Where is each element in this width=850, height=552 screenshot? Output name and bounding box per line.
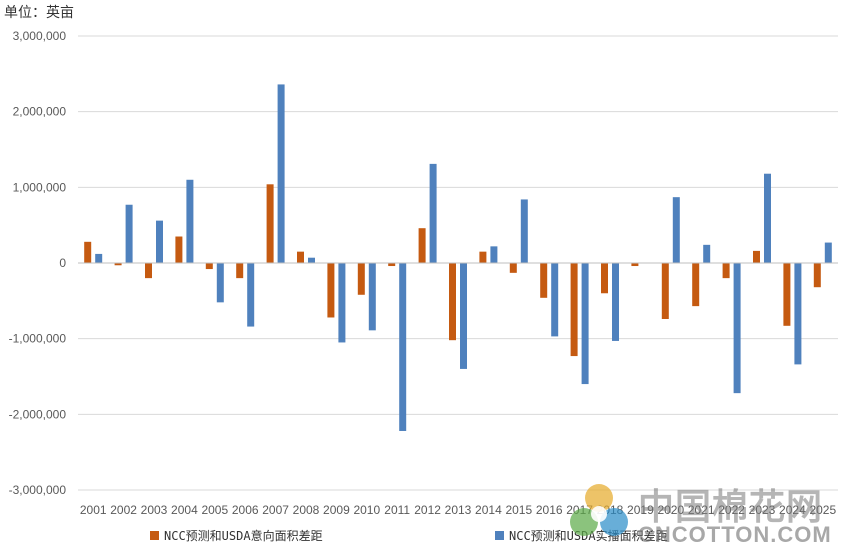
x-tick-label: 2019 [627,503,654,517]
bar-series-1-2025 [813,263,821,288]
x-tick-label: 2015 [505,503,532,517]
bar-series-1-2006 [236,263,244,279]
bar-series-2-2008 [308,257,315,263]
bar-series-2-2006 [247,263,255,327]
bar-series-1-2012 [418,228,426,263]
x-tick-label: 2007 [262,503,289,517]
bar-series-1-2004 [175,236,183,263]
x-tick-label: 2011 [384,503,410,517]
bar-series-2-2009 [338,263,346,343]
bar-series-1-2015 [509,263,517,273]
legend-item-series-1: NCC预测和USDA意向面积差距 [150,527,323,544]
bar-series-1-2018 [601,263,608,294]
bar-series-2-2017 [581,263,589,385]
y-tick-labels: 3,000,000 2,000,000 1,000,000 0 -1,000,000 -2… [9,29,67,497]
legend-label-series-1: NCC预测和USDA意向面积差距 [164,529,323,543]
y-tick-label: 1,000,000 [13,180,67,194]
bar-series-1-2016 [540,263,548,298]
watermark-text-cn: 中国棉花网 [638,487,824,528]
bar-series-1-2007 [266,184,274,263]
bar-series-2-2022 [733,263,741,394]
bar-series-1-2020 [661,263,669,319]
bar-series-2-2001 [95,253,103,263]
x-tick-label: 2023 [749,503,776,517]
bar-series-2-2016 [551,263,559,337]
y-tick-label: -3,000,000 [9,483,67,497]
bar-series-2-2007 [277,84,285,263]
y-tick-label: 2,000,000 [13,105,67,119]
x-tick-label: 2014 [475,503,502,517]
bar-series-1-2013 [449,263,456,341]
x-tick-label: 2006 [232,503,259,517]
bar-series-1-2019 [631,263,639,267]
watermark-text-en: CNCOTTON.COM [638,522,832,547]
bar-series-2-2012 [429,163,437,263]
x-tick-label: 2021 [688,503,715,517]
bar-series-1-2023 [753,250,760,263]
bar-series-2-2002 [125,204,133,263]
x-tick-label: 2005 [201,503,228,517]
bar-series-2-2011 [399,263,407,431]
bar-series-1-2002 [114,263,122,266]
x-tick-label: 2008 [293,503,320,517]
bar-series-1-2008 [297,251,304,263]
x-tick-label: 2002 [110,503,137,517]
y-tick-label: -2,000,000 [9,407,67,421]
bar-series-1-2022 [722,263,730,279]
x-tick-label: 2013 [445,503,472,517]
x-tick-label: 2012 [414,503,441,517]
bar-series-2-2021 [703,244,711,263]
y-tick-label: 3,000,000 [13,29,67,43]
x-tick-label: 2010 [353,503,380,517]
x-tick-label: 2025 [809,503,836,517]
legend-item-series-2: NCC预测和USDA实播面积差距 [495,527,668,544]
bar-series-2-2010 [368,263,376,331]
x-tick-label: 2009 [323,503,350,517]
bar-series-2-2024 [794,263,802,365]
legend-label-series-2: NCC预测和USDA实播面积差距 [509,529,668,543]
unit-label: 单位：英亩 [4,5,74,21]
bar-series-2-2005 [216,263,224,303]
watermark-logo [570,484,628,536]
bar-series-1-2005 [205,263,213,270]
x-tick-label: 2016 [536,503,563,517]
bar-series-2-2004 [186,179,194,263]
x-tick-label: 2001 [80,503,107,517]
bar-series-2-2014 [490,246,498,263]
bar-series-1-2001 [84,241,92,263]
bar-series-2-2023 [764,173,771,263]
bar-series-2-2013 [460,263,467,369]
legend-swatch-series-1 [150,531,159,540]
bar-series-1-2017 [570,263,578,357]
bar-series-2-2003 [156,220,163,263]
bar-series-1-2011 [388,263,396,267]
x-tick-label: 2020 [657,503,684,517]
bar-series-1-2003 [145,263,152,279]
bar-series-2-2018 [612,263,619,341]
y-tick-label: 0 [59,256,66,270]
bar-series-1-2014 [479,251,487,263]
legend-swatch-series-2 [495,531,504,540]
bars [84,84,832,431]
bar-series-1-2024 [783,263,791,326]
x-tick-label: 2024 [779,503,806,517]
x-tick-label: 2004 [171,503,198,517]
x-tick-label: 2022 [718,503,745,517]
bar-series-1-2010 [357,263,365,295]
x-tick-label: 2003 [141,503,168,517]
y-tick-label: -1,000,000 [9,332,67,346]
bar-series-2-2020 [672,197,680,263]
bar-series-2-2015 [520,199,528,263]
bar-series-2-2025 [824,242,832,263]
bar-series-1-2009 [327,263,335,318]
bar-series-1-2021 [692,263,700,307]
watermark: 中国棉花网 CNCOTTON.COM [564,478,844,548]
